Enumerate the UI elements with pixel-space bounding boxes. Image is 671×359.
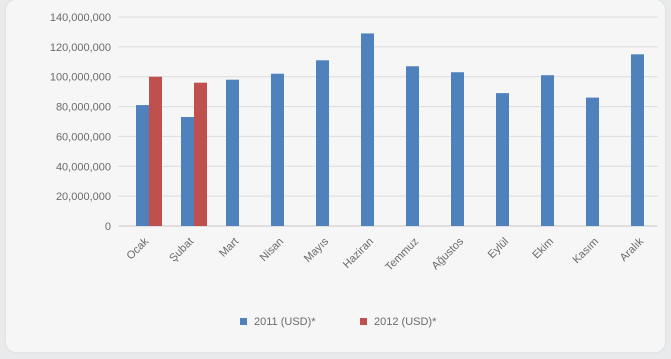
- bar-1-6: [361, 33, 374, 226]
- x-tick-label: Ocak: [124, 235, 151, 262]
- legend-label-2: 2012 (USD)*: [374, 316, 437, 328]
- y-tick-label: 120,000,000: [50, 42, 111, 54]
- x-tick-label: Şubat: [167, 236, 196, 265]
- legend-label-1: 2011 (USD)*: [254, 316, 316, 328]
- y-tick-label: 40,000,000: [56, 161, 111, 173]
- bar-1-2: [181, 117, 194, 226]
- x-tick-label: Ekim: [530, 236, 556, 262]
- legend: 2011 (USD)* 2012 (USD)*: [240, 316, 437, 328]
- bar-chart: 0 20,000,000 40,000,000 60,000,000 80,000,00…: [50, 12, 658, 328]
- y-tick-label: 60,000,000: [56, 131, 111, 143]
- bar-2-1: [149, 76, 162, 226]
- bar-1-1: [136, 105, 149, 226]
- y-tick-label: 140,000,000: [50, 12, 111, 24]
- y-tick-label: 0: [105, 221, 111, 233]
- bar-1-4: [271, 73, 284, 226]
- bar-1-8: [451, 72, 464, 226]
- x-tick-label: Nisan: [258, 236, 286, 264]
- bar-1-9: [496, 93, 509, 226]
- x-tick-label: Haziran: [341, 236, 376, 271]
- chart-panel: 0 20,000,000 40,000,000 60,000,000 80,000,00…: [6, 0, 665, 352]
- x-tick-label: Temmuz: [383, 236, 421, 274]
- bar-1-11: [586, 97, 599, 226]
- x-tick-label: Aralık: [618, 235, 647, 264]
- y-tick-label: 80,000,000: [56, 102, 111, 114]
- gridlines: [118, 16, 658, 227]
- y-axis: 0 20,000,000 40,000,000 60,000,000 80,000,00…: [50, 12, 111, 233]
- bar-1-12: [631, 54, 644, 227]
- bar-1-10: [541, 75, 554, 226]
- bars: [136, 33, 644, 227]
- y-tick-label: 20,000,000: [56, 191, 111, 203]
- x-axis: Ocak Şubat Mart Nisan Mayıs Haziran Temmuz Ağus…: [124, 235, 646, 273]
- x-tick-label: Mayıs: [302, 235, 332, 265]
- bar-1-3: [226, 79, 239, 226]
- y-tick-label: 100,000,000: [50, 72, 111, 84]
- x-tick-label: Mart: [217, 236, 241, 260]
- legend-swatch-2: [360, 318, 367, 325]
- x-tick-label: Eylül: [486, 236, 511, 261]
- x-tick-label: Kasım: [571, 236, 602, 267]
- legend-swatch-1: [240, 318, 247, 325]
- bar-2-2: [194, 82, 207, 226]
- bar-1-7: [406, 66, 419, 226]
- bar-1-5: [316, 60, 329, 226]
- x-tick-label: Ağustos: [430, 235, 467, 272]
